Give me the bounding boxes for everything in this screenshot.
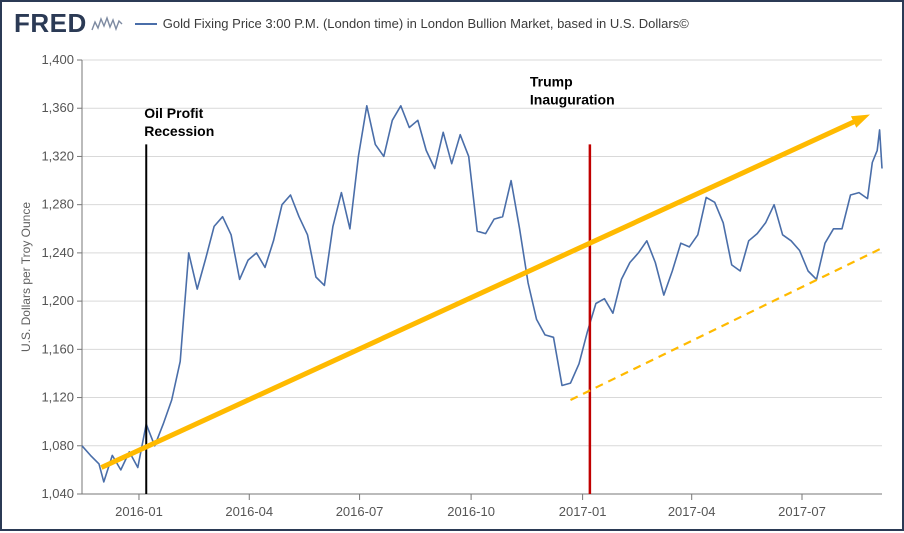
chart-frame: FRED Gold Fixing Price 3:00 P.M. (London… [0, 0, 904, 531]
x-tick-label: 2016-04 [225, 504, 273, 519]
y-axis-label: U.S. Dollars per Troy Ounce [19, 202, 33, 352]
y-tick-label: 1,320 [41, 148, 74, 163]
legend-label: Gold Fixing Price 3:00 P.M. (London time… [163, 16, 689, 31]
y-tick-label: 1,080 [41, 438, 74, 453]
fred-logo-squiggle-icon [91, 14, 125, 34]
x-tick-label: 2017-04 [668, 504, 716, 519]
x-tick-label: 2016-10 [447, 504, 495, 519]
oil-profit-recession-label: Oil Profit [144, 105, 203, 121]
x-tick-label: 2016-01 [115, 504, 163, 519]
y-tick-label: 1,240 [41, 245, 74, 260]
trump-inauguration-label: Inauguration [530, 92, 615, 108]
chart-header: FRED Gold Fixing Price 3:00 P.M. (London… [2, 2, 902, 41]
fred-logo-text: FRED [14, 8, 87, 39]
y-tick-label: 1,120 [41, 390, 74, 405]
oil-profit-recession-label: Recession [144, 123, 214, 139]
legend-swatch [135, 23, 157, 25]
support-line [570, 248, 882, 400]
y-tick-label: 1,040 [41, 486, 74, 501]
y-tick-label: 1,280 [41, 197, 74, 212]
x-tick-label: 2017-07 [778, 504, 826, 519]
y-tick-label: 1,400 [41, 52, 74, 67]
trump-inauguration-label: Trump [530, 74, 573, 90]
y-tick-label: 1,160 [41, 341, 74, 356]
chart-plot: 1,040 1,080 1,120 1,160 1,200 1,240 1,280 1,320… [2, 38, 904, 533]
x-tick-label: 2017-01 [559, 504, 607, 519]
series-legend: Gold Fixing Price 3:00 P.M. (London time… [135, 16, 689, 31]
trend-arrow [101, 118, 862, 468]
x-tick-label: 2016-07 [336, 504, 384, 519]
y-tick-label: 1,360 [41, 100, 74, 115]
y-tick-label: 1,200 [41, 293, 74, 308]
fred-logo: FRED [14, 8, 125, 39]
